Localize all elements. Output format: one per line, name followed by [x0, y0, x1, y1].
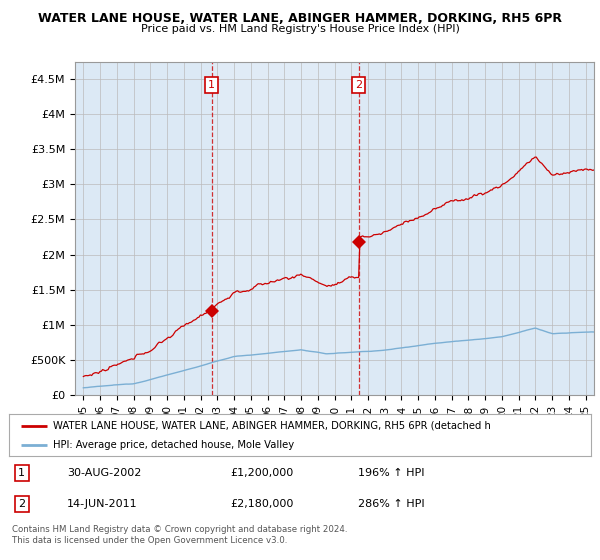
- Text: WATER LANE HOUSE, WATER LANE, ABINGER HAMMER, DORKING, RH5 6PR: WATER LANE HOUSE, WATER LANE, ABINGER HA…: [38, 12, 562, 25]
- Text: £1,200,000: £1,200,000: [230, 468, 293, 478]
- Text: 1: 1: [208, 80, 215, 90]
- Text: HPI: Average price, detached house, Mole Valley: HPI: Average price, detached house, Mole…: [53, 440, 294, 450]
- Text: 286% ↑ HPI: 286% ↑ HPI: [358, 499, 425, 509]
- Text: 2: 2: [355, 80, 362, 90]
- Text: 1: 1: [19, 468, 25, 478]
- Text: Contains HM Land Registry data © Crown copyright and database right 2024.
This d: Contains HM Land Registry data © Crown c…: [12, 525, 347, 545]
- Text: Price paid vs. HM Land Registry's House Price Index (HPI): Price paid vs. HM Land Registry's House …: [140, 24, 460, 34]
- Text: WATER LANE HOUSE, WATER LANE, ABINGER HAMMER, DORKING, RH5 6PR (detached h: WATER LANE HOUSE, WATER LANE, ABINGER HA…: [53, 421, 491, 431]
- Bar: [212, 62, 359, 395]
- Text: 196% ↑ HPI: 196% ↑ HPI: [358, 468, 425, 478]
- Text: £2,180,000: £2,180,000: [230, 499, 293, 509]
- Text: 30-AUG-2002: 30-AUG-2002: [67, 468, 142, 478]
- Text: 2: 2: [18, 499, 25, 509]
- Text: 14-JUN-2011: 14-JUN-2011: [67, 499, 138, 509]
